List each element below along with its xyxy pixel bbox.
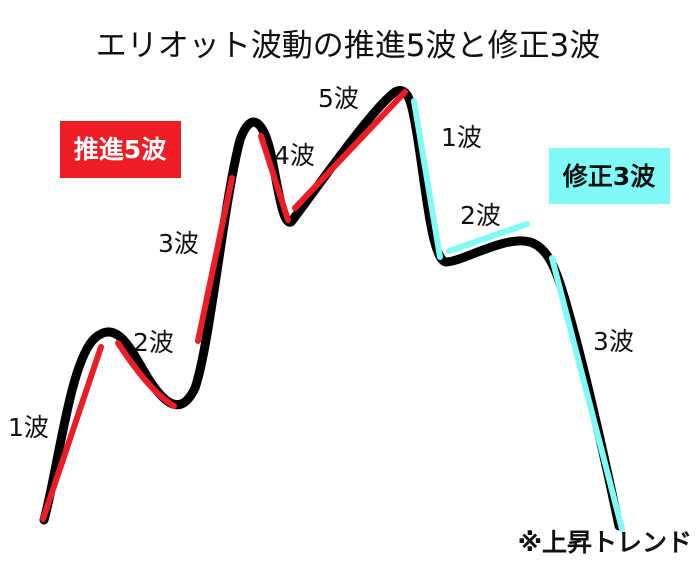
impulse-wave-5-label: 5波 [318, 84, 359, 113]
corrective-badge-box [549, 148, 670, 204]
impulse-wave-4-label: 4波 [274, 141, 315, 170]
impulse-wave-1-segment [40, 344, 104, 522]
impulse-wave-segments [40, 89, 408, 522]
impulse-badge-label: 推進5波 [74, 135, 167, 164]
impulse-wave-4-segment [258, 133, 291, 223]
corrective-wave-1-label: 1波 [441, 123, 482, 152]
impulse-badge-box [60, 121, 181, 178]
impulse-wave-2-label: 2波 [133, 328, 174, 357]
corrective-wave-3-segment [549, 255, 625, 532]
corrective-wave-2-segment [446, 221, 530, 254]
corrective-wave-3-label: 3波 [593, 327, 634, 356]
uptrend-note: ※上昇トレンド [518, 528, 692, 557]
corrective-badge: 修正3波 [549, 148, 670, 204]
impulse-wave-3-label: 3波 [158, 229, 199, 258]
impulse-wave-2-segment [115, 340, 177, 409]
corrective-wave-segments [411, 98, 625, 532]
impulse-wave-1-label: 1波 [8, 413, 49, 442]
impulse-wave-3-segment [195, 175, 235, 344]
diagram-title: エリオット波動の推進5波と修正3波 [96, 28, 600, 64]
corrective-wave-2-label: 2波 [460, 201, 501, 230]
impulse-badge: 推進5波 [60, 121, 181, 178]
price-curve [39, 86, 624, 531]
corrective-badge-label: 修正3波 [562, 162, 656, 191]
impulse-wave-5-segment [292, 89, 408, 211]
corrective-wave-1-segment [411, 98, 443, 260]
